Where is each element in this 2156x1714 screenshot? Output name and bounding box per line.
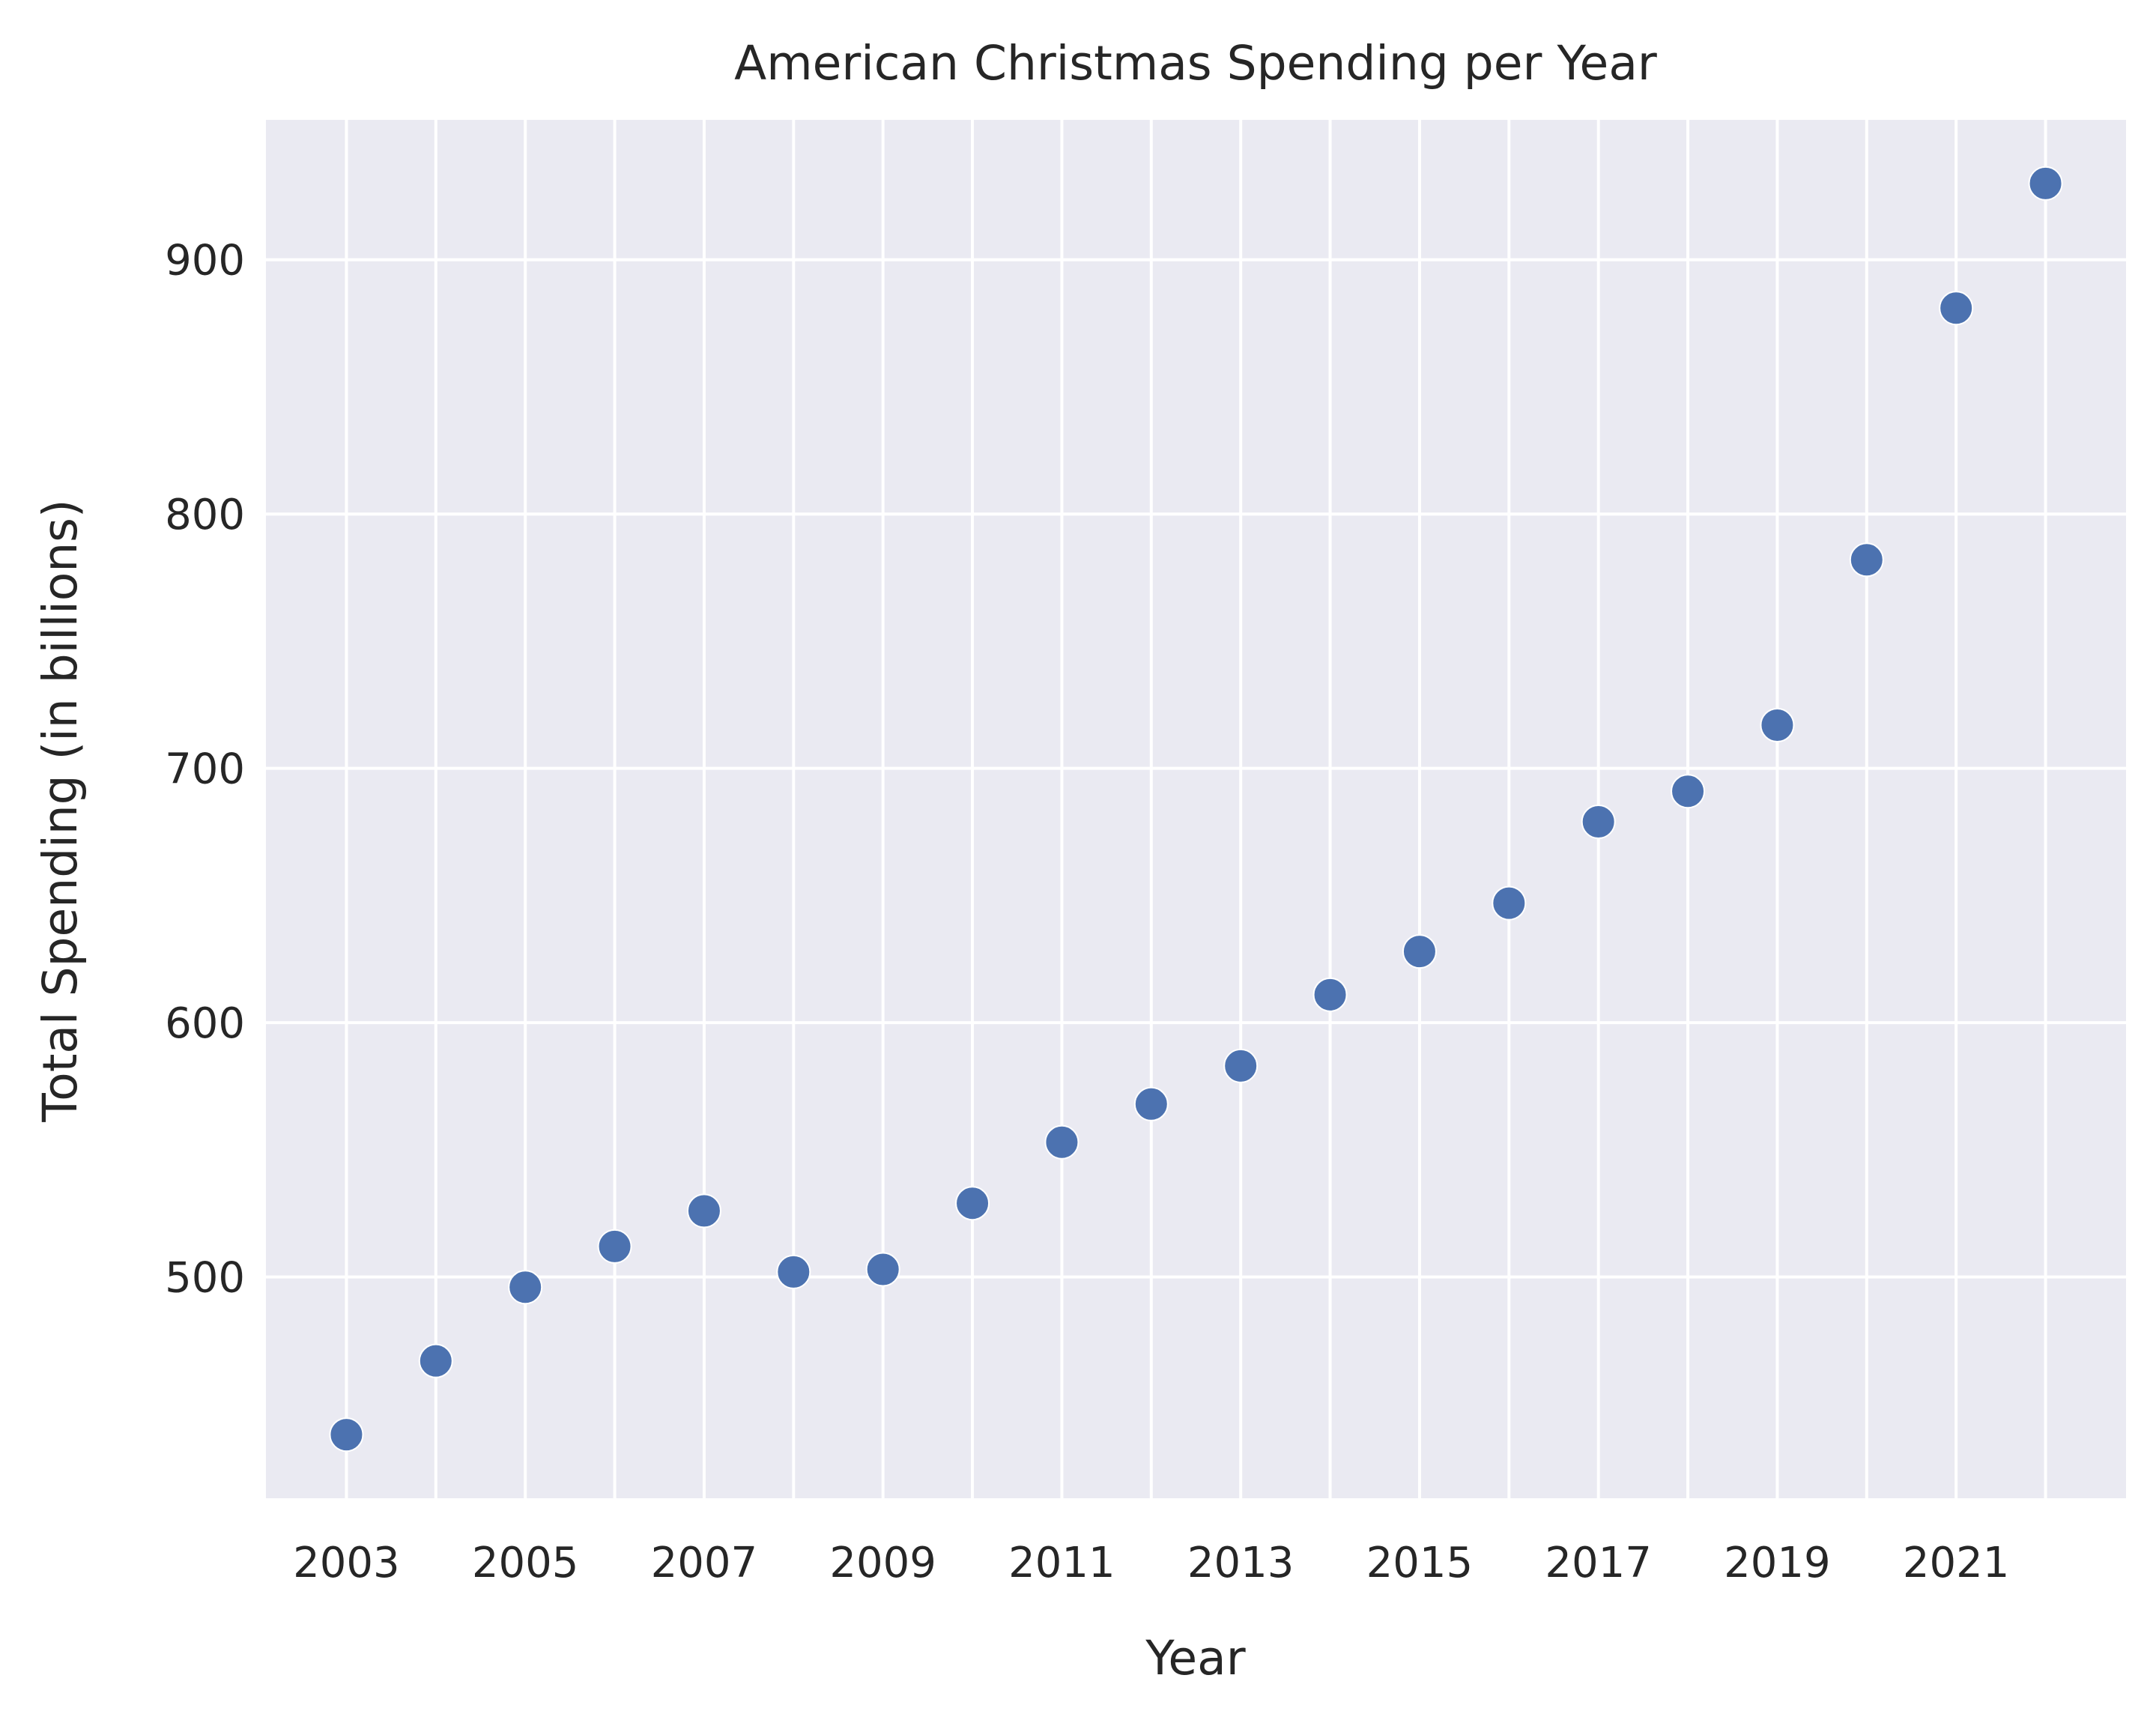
x-tick-label: 2009 (829, 1539, 936, 1587)
x-tick-label: 2011 (1008, 1539, 1115, 1587)
data-point (1223, 1048, 1259, 1083)
x-tick-label: 2007 (651, 1539, 758, 1587)
chart-title: American Christmas Spending per Year (734, 36, 1657, 91)
x-tick-label: 2015 (1366, 1539, 1474, 1587)
x-tick-label: 2005 (472, 1539, 579, 1587)
x-tick-label: 2019 (1724, 1539, 1831, 1587)
data-point (955, 1186, 990, 1221)
data-point (1133, 1086, 1169, 1121)
y-axis-label: Total Spending (in billions) (33, 499, 88, 1122)
data-point (418, 1343, 453, 1378)
x-axis-label: Year (1145, 1631, 1245, 1686)
data-point (329, 1417, 364, 1453)
data-point (1849, 542, 1884, 578)
x-tick-label: 2017 (1545, 1539, 1652, 1587)
x-tick-label: 2021 (1903, 1539, 2010, 1587)
data-point (1492, 885, 1527, 921)
y-tick-labels: 500 600 700 800 900 (165, 237, 245, 1303)
y-tick-label: 700 (165, 745, 245, 794)
data-point (865, 1252, 900, 1287)
grid-lines (266, 120, 2126, 1498)
data-point (1402, 934, 1437, 969)
data-points (329, 166, 2063, 1453)
data-point (1760, 707, 1795, 742)
data-point (686, 1193, 721, 1229)
plot-area (266, 120, 2126, 1498)
data-point (508, 1270, 543, 1305)
data-point (1044, 1124, 1079, 1160)
data-point (1312, 977, 1348, 1012)
y-tick-label: 600 (165, 999, 245, 1048)
y-tick-label: 500 (165, 1254, 245, 1303)
data-point (2028, 166, 2063, 201)
y-tick-label: 900 (165, 237, 245, 285)
data-point (1671, 774, 1706, 809)
x-tick-label: 2013 (1187, 1539, 1294, 1587)
x-tick-label: 2003 (293, 1539, 400, 1587)
data-point (776, 1254, 811, 1289)
y-tick-label: 800 (165, 491, 245, 539)
data-point (1939, 291, 1974, 326)
x-tick-labels: 2003 2005 2007 2009 2011 2013 2015 2017 2019 2021 (293, 1539, 2009, 1587)
data-point (597, 1229, 632, 1264)
data-point (1581, 804, 1616, 839)
